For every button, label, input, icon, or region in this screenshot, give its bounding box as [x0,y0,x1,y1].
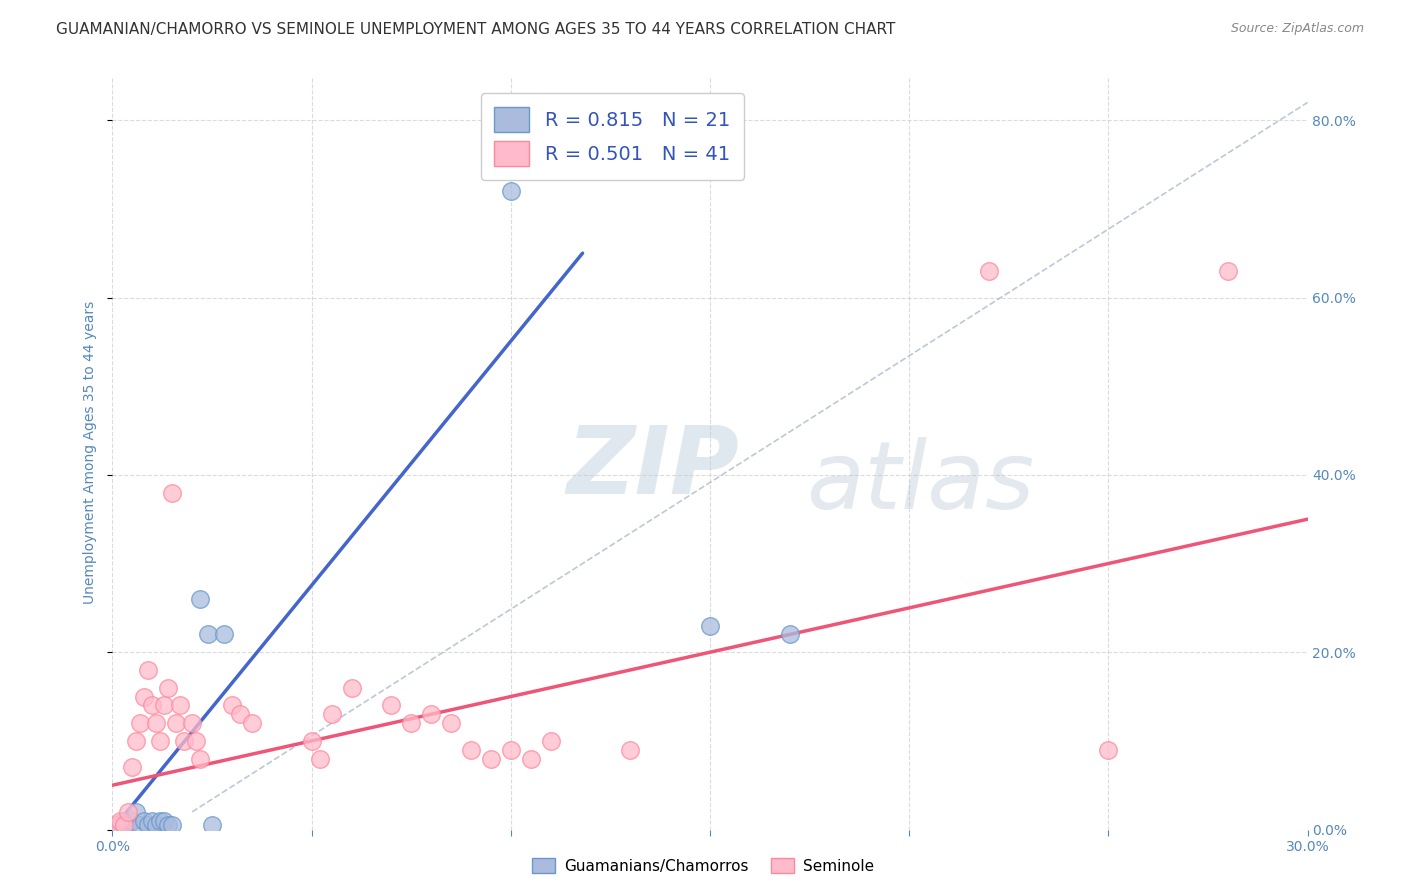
Point [340,681,363,695]
Point [221,698,243,713]
Point [197,627,219,641]
Point [110,818,132,832]
Point [149,814,172,828]
Point [125,805,148,819]
Point [138,818,160,832]
Point [460,743,482,757]
Point [153,814,176,828]
Point [520,751,543,765]
Point [157,681,180,695]
Point [141,698,163,713]
Point [440,716,463,731]
Point [173,734,195,748]
Point [138,663,160,677]
Point [479,751,502,765]
Point [129,716,152,731]
Point [134,690,156,704]
Point [977,264,1000,278]
Point [699,618,721,632]
Point [153,698,176,713]
Legend: R = 0.815   N = 21, R = 0.501   N = 41: R = 0.815 N = 21, R = 0.501 N = 41 [481,93,744,180]
Legend: Guamanians/Chamorros, Seminole: Guamanians/Chamorros, Seminole [526,852,880,880]
Point [117,805,139,819]
Point [141,814,163,828]
Point [420,707,443,722]
Point [499,184,522,198]
Text: ZIP: ZIP [567,422,740,514]
Text: atlas: atlas [806,437,1033,528]
Point [125,734,148,748]
Point [181,716,204,731]
Point [201,818,224,832]
Point [129,818,152,832]
Point [145,818,167,832]
Point [619,743,641,757]
Point [114,814,135,828]
Point [114,818,135,832]
Point [162,485,183,500]
Point [499,743,522,757]
Point [212,627,235,641]
Y-axis label: Unemployment Among Ages 35 to 44 years: Unemployment Among Ages 35 to 44 years [83,301,97,604]
Point [779,627,801,641]
Point [117,818,139,832]
Point [188,592,211,607]
Point [110,814,132,828]
Point [308,751,330,765]
Point [240,716,263,731]
Point [380,698,402,713]
Point [121,814,143,828]
Point [229,707,252,722]
Point [165,716,187,731]
Point [186,734,208,748]
Point [169,698,191,713]
Point [188,751,211,765]
Point [540,734,562,748]
Point [401,716,423,731]
Point [105,818,128,832]
Point [1097,743,1119,757]
Point [301,734,323,748]
Point [149,734,172,748]
Point [145,716,167,731]
Point [1216,264,1239,278]
Point [121,760,143,774]
Point [162,818,183,832]
Text: GUAMANIAN/CHAMORRO VS SEMINOLE UNEMPLOYMENT AMONG AGES 35 TO 44 YEARS CORRELATIO: GUAMANIAN/CHAMORRO VS SEMINOLE UNEMPLOYM… [56,22,896,37]
Text: Source: ZipAtlas.com: Source: ZipAtlas.com [1230,22,1364,36]
Point [321,707,343,722]
Point [134,814,156,828]
Point [157,818,180,832]
